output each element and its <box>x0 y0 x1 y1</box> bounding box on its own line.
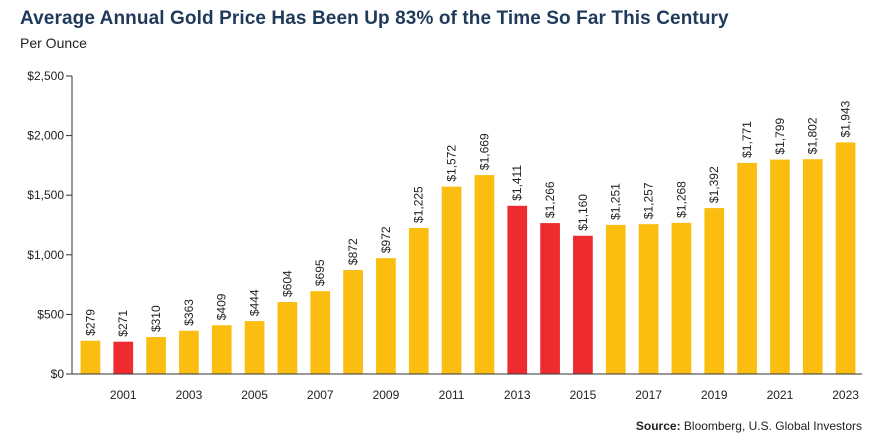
data-label: $1,411 <box>510 165 524 201</box>
x-tick-label: 2019 <box>701 388 728 402</box>
data-label: $409 <box>215 293 229 320</box>
bar-2009 <box>376 258 396 374</box>
bars-group: $279 $271 $310 $363 $409 $444 $604 $695 $872 $972… <box>80 100 856 374</box>
bar-2008 <box>343 270 363 374</box>
bar-2020 <box>737 162 757 374</box>
bar-2002 <box>146 337 166 374</box>
data-label: $1,160 <box>576 194 590 231</box>
source-text: Bloomberg, U.S. Global Investors <box>680 419 862 433</box>
x-tick-label: 2001 <box>110 388 137 402</box>
bar-2021 <box>770 159 790 374</box>
bar-2018 <box>671 222 692 374</box>
bar-2000 <box>80 340 101 374</box>
data-label: $1,802 <box>806 117 820 154</box>
data-label: $1,572 <box>445 145 459 182</box>
x-tick-label: 2009 <box>373 388 400 402</box>
bar-2001 <box>113 341 134 374</box>
bar-2015 <box>573 235 593 374</box>
bar-2010 <box>408 227 429 374</box>
bar-2011 <box>441 186 462 374</box>
data-label: $1,771 <box>740 121 754 158</box>
data-label: $444 <box>248 289 262 316</box>
data-label: $279 <box>83 309 97 336</box>
bar-2014 <box>540 223 560 374</box>
bar-2016 <box>605 224 626 374</box>
data-label: $872 <box>346 238 360 265</box>
x-tick-label: 2003 <box>176 388 203 402</box>
bar-2019 <box>704 208 725 374</box>
y-tick-label: $2,000 <box>27 129 64 143</box>
x-tick-label: 2011 <box>439 388 465 402</box>
data-label: $1,943 <box>839 100 853 137</box>
x-tick-label: 2013 <box>504 388 531 402</box>
data-label: $1,392 <box>707 166 721 203</box>
data-label: $1,251 <box>609 183 623 220</box>
data-label: $363 <box>182 299 196 326</box>
x-tick-label: 2017 <box>635 388 662 402</box>
y-tick-label: $500 <box>37 307 64 321</box>
bar-2017 <box>638 224 659 374</box>
bar-2005 <box>244 321 265 374</box>
x-tick-label: 2015 <box>570 388 597 402</box>
bar-2023 <box>835 142 856 374</box>
x-tick-label: 2005 <box>241 388 268 402</box>
y-tick-label: $0 <box>51 367 65 381</box>
data-label: $1,799 <box>773 118 787 155</box>
bar-2006 <box>277 302 298 374</box>
y-tick-label: $2,500 <box>27 69 64 83</box>
data-label: $1,225 <box>412 186 426 223</box>
data-label: $1,257 <box>642 182 656 219</box>
source-label: Source: <box>635 419 681 433</box>
bar-2022 <box>802 159 823 374</box>
data-label: $1,268 <box>674 181 688 218</box>
data-label: $1,266 <box>543 181 557 218</box>
bar-2013 <box>507 205 528 374</box>
x-tick-label: 2023 <box>832 388 859 402</box>
data-label: $1,669 <box>477 133 491 170</box>
y-tick-label: $1,000 <box>27 248 64 262</box>
y-axis: $0 $500 $1,000 $1,500 $2,000 $2,500 <box>27 69 73 381</box>
data-label: $604 <box>280 270 294 297</box>
chart-subtitle: Per Ounce <box>20 35 87 51</box>
source-note: Source: Bloomberg, U.S. Global Investors <box>636 419 862 433</box>
data-label: $695 <box>313 259 327 286</box>
bar-2012 <box>474 175 495 374</box>
bar-2007 <box>310 291 331 374</box>
x-tick-label: 2021 <box>767 388 794 402</box>
x-axis: 2001 2003 2005 2007 2009 2011 2013 2015 2017 2019… <box>72 373 862 402</box>
data-label: $972 <box>379 226 393 253</box>
chart-title: Average Annual Gold Price Has Been Up 83… <box>20 8 729 29</box>
data-label: $310 <box>149 305 163 332</box>
bar-2003 <box>179 330 199 374</box>
bar-2004 <box>211 325 232 374</box>
x-tick-label: 2007 <box>307 388 334 402</box>
data-label: $271 <box>116 310 130 337</box>
y-tick-label: $1,500 <box>27 188 64 202</box>
